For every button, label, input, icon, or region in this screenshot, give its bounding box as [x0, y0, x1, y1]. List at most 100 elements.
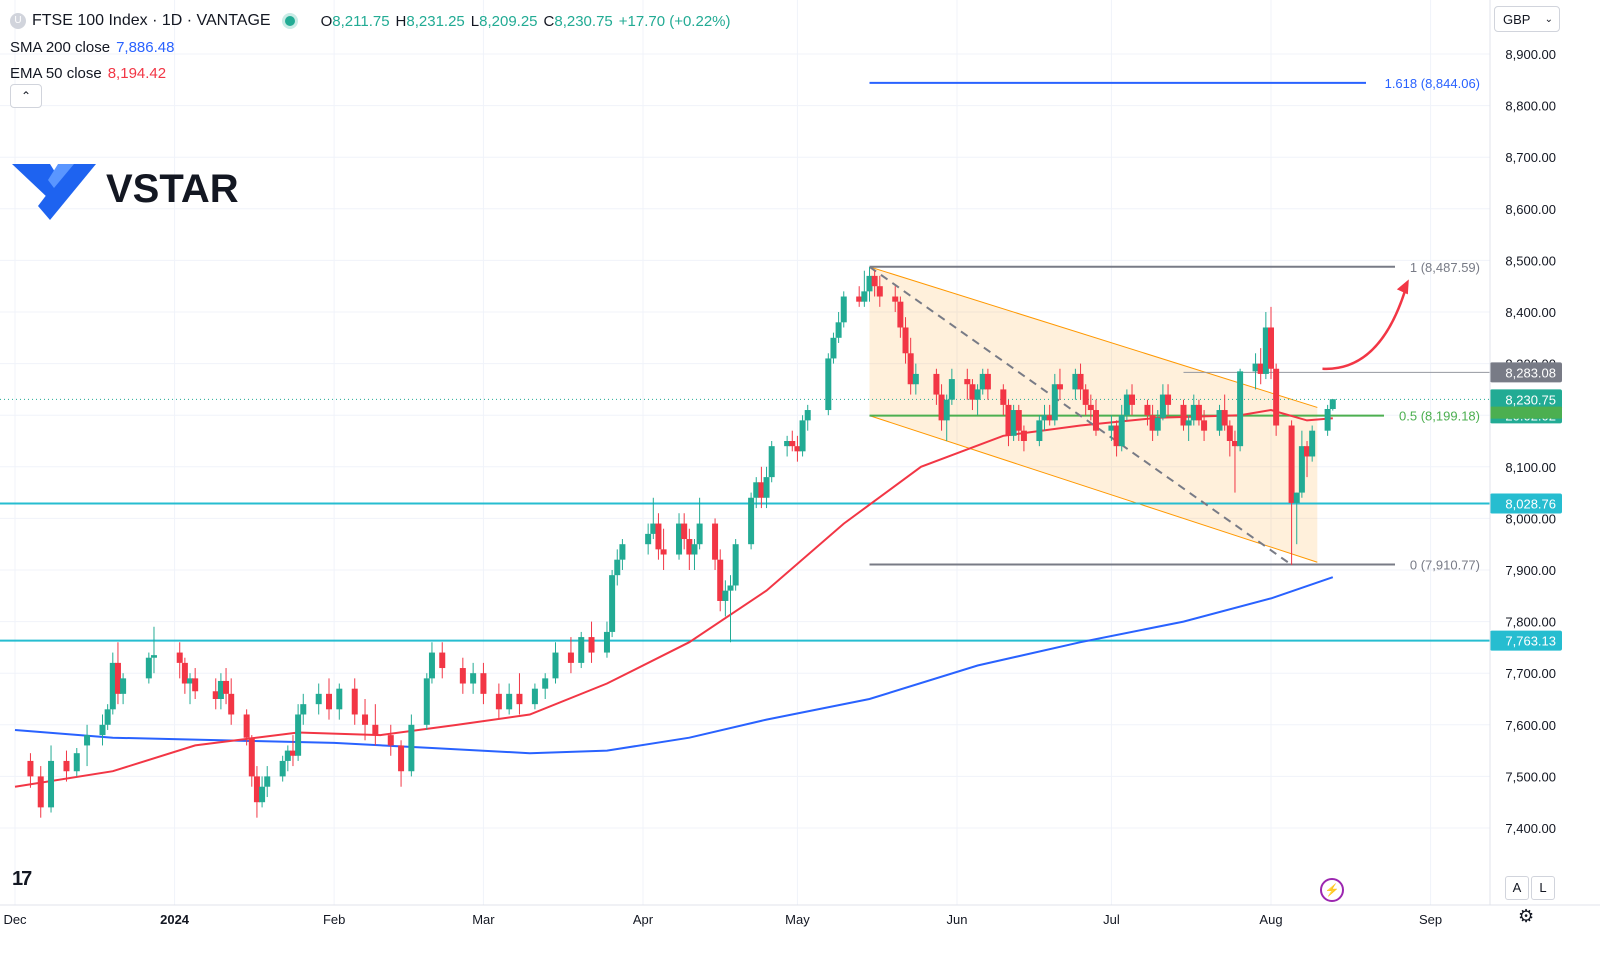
candle	[681, 513, 688, 550]
auto-scale-button[interactable]: A	[1505, 876, 1529, 900]
candle	[362, 699, 369, 741]
candle	[279, 755, 286, 782]
log-scale-button[interactable]: L	[1531, 876, 1555, 900]
candle-body	[948, 379, 955, 400]
candle	[840, 291, 847, 328]
candle	[243, 709, 250, 746]
candle	[120, 673, 127, 705]
candle-body	[1015, 410, 1022, 431]
candle-body	[295, 714, 302, 756]
fib-level-label: 0 (7,910.77)	[1410, 557, 1480, 572]
candle	[799, 415, 806, 457]
candle	[619, 539, 626, 570]
candle	[876, 275, 883, 307]
ema-legend[interactable]: EMA 50 close 8,194.42	[10, 60, 731, 86]
candle	[1329, 399, 1336, 411]
close-value: 8,230.75	[554, 12, 613, 30]
candle-body	[609, 575, 616, 632]
candle-body	[459, 668, 466, 684]
candle	[1000, 384, 1007, 416]
candle	[691, 539, 698, 570]
candle-body	[542, 678, 549, 689]
candle	[567, 637, 574, 674]
candle	[109, 652, 116, 715]
chevron-down-icon: ⌄	[1544, 14, 1553, 25]
candle-body	[943, 399, 950, 421]
candle	[459, 657, 466, 694]
price-tick-label: 8,500.00	[1505, 253, 1556, 268]
candle-body	[362, 714, 369, 725]
candle	[871, 270, 878, 297]
candle-body	[1129, 394, 1136, 405]
candle-body	[1273, 368, 1280, 426]
grid	[0, 0, 1490, 905]
candle	[114, 642, 121, 705]
candle	[253, 766, 260, 818]
gear-icon[interactable]: ⚙	[1518, 906, 1535, 926]
candle-body	[619, 544, 626, 560]
candle	[979, 368, 986, 395]
currency-select[interactable]: GBP ⌄	[1494, 6, 1560, 32]
candle	[1108, 415, 1115, 441]
candle-body	[856, 296, 863, 302]
candle	[1201, 410, 1208, 441]
candle	[866, 267, 873, 302]
candle	[1257, 348, 1264, 385]
candle-body	[73, 753, 80, 772]
level-price-tag: 7,763.13	[1505, 634, 1556, 649]
candle	[1113, 420, 1120, 457]
chart-title[interactable]: FTSE 100 Index · 1D · VANTAGE	[32, 12, 271, 29]
candle-body	[259, 786, 266, 803]
candle	[1092, 399, 1099, 436]
candle-body	[187, 678, 194, 684]
candle-body	[696, 523, 703, 545]
candle	[974, 384, 981, 416]
candle-body	[1144, 404, 1151, 416]
candle-body	[326, 693, 332, 710]
candle-body	[1020, 430, 1027, 441]
candle-body	[531, 688, 538, 705]
candle-body	[1149, 415, 1156, 431]
candle	[531, 683, 538, 710]
candle-body	[1257, 363, 1264, 374]
candle-body	[835, 322, 842, 338]
sma-legend[interactable]: SMA 200 close 7,886.48	[10, 34, 731, 60]
high-value: 8,231.25	[406, 12, 465, 30]
change-value: +17.70 (+0.22%)	[618, 12, 731, 30]
collapse-legend-button[interactable]: ⌃	[10, 84, 42, 108]
candle	[907, 337, 914, 395]
candle-body	[264, 776, 271, 787]
candle	[1077, 363, 1084, 400]
candle	[387, 724, 394, 756]
level-price-tag-bg	[1490, 493, 1562, 514]
sma-name: SMA 200 close	[10, 38, 111, 56]
forecast-arrow	[1322, 290, 1407, 371]
symbol-badge[interactable]: U	[10, 13, 26, 29]
candle-body	[804, 410, 811, 421]
candle-body	[1298, 446, 1305, 493]
candle	[948, 368, 955, 405]
open-key: O	[320, 12, 333, 30]
candle-body	[104, 709, 111, 725]
lightning-icon[interactable]: ⚡	[1320, 878, 1344, 902]
candle	[732, 539, 739, 591]
candle-body	[480, 673, 487, 694]
candle-body	[217, 680, 224, 699]
candle	[804, 404, 811, 431]
candle	[552, 642, 559, 684]
candle	[423, 673, 430, 730]
candle-body	[799, 420, 806, 452]
candle	[1226, 420, 1233, 457]
price-tick-label: 7,900.00	[1505, 563, 1556, 578]
time-tick-label: Feb	[323, 912, 345, 927]
candle-body	[763, 477, 770, 498]
tradingview-logo[interactable]: 17	[12, 868, 32, 890]
candle	[1190, 394, 1197, 426]
candle-body	[964, 379, 971, 385]
time-tick-label: Apr	[633, 912, 654, 927]
candle	[48, 745, 55, 813]
candle-body	[676, 523, 683, 555]
candle-body	[48, 760, 55, 808]
candle	[212, 678, 219, 710]
